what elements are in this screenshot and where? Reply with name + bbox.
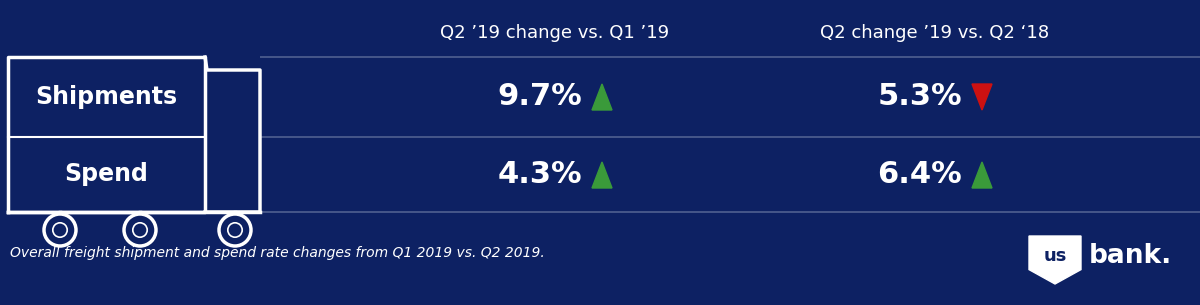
Polygon shape [592, 162, 612, 188]
Circle shape [53, 223, 67, 237]
Polygon shape [592, 84, 612, 110]
Text: 4.3%: 4.3% [497, 160, 582, 189]
Text: Spend: Spend [65, 163, 149, 186]
Text: Shipments: Shipments [36, 85, 178, 109]
Circle shape [133, 223, 148, 237]
Circle shape [220, 214, 251, 246]
Polygon shape [1030, 236, 1081, 284]
Text: bank.: bank. [1090, 243, 1172, 269]
Polygon shape [972, 162, 992, 188]
Text: Overall freight shipment and spend rate changes from Q1 2019 vs. Q2 2019.: Overall freight shipment and spend rate … [10, 246, 545, 260]
Text: us: us [1043, 247, 1067, 265]
Polygon shape [972, 84, 992, 110]
Circle shape [228, 223, 242, 237]
Text: 9.7%: 9.7% [497, 82, 582, 112]
Text: 5.3%: 5.3% [877, 82, 962, 112]
Text: 6.4%: 6.4% [877, 160, 962, 189]
Circle shape [124, 214, 156, 246]
Circle shape [44, 214, 76, 246]
Text: Q2 change ’19 vs. Q2 ‘18: Q2 change ’19 vs. Q2 ‘18 [821, 24, 1050, 42]
Text: Q2 ’19 change vs. Q1 ’19: Q2 ’19 change vs. Q1 ’19 [440, 24, 670, 42]
